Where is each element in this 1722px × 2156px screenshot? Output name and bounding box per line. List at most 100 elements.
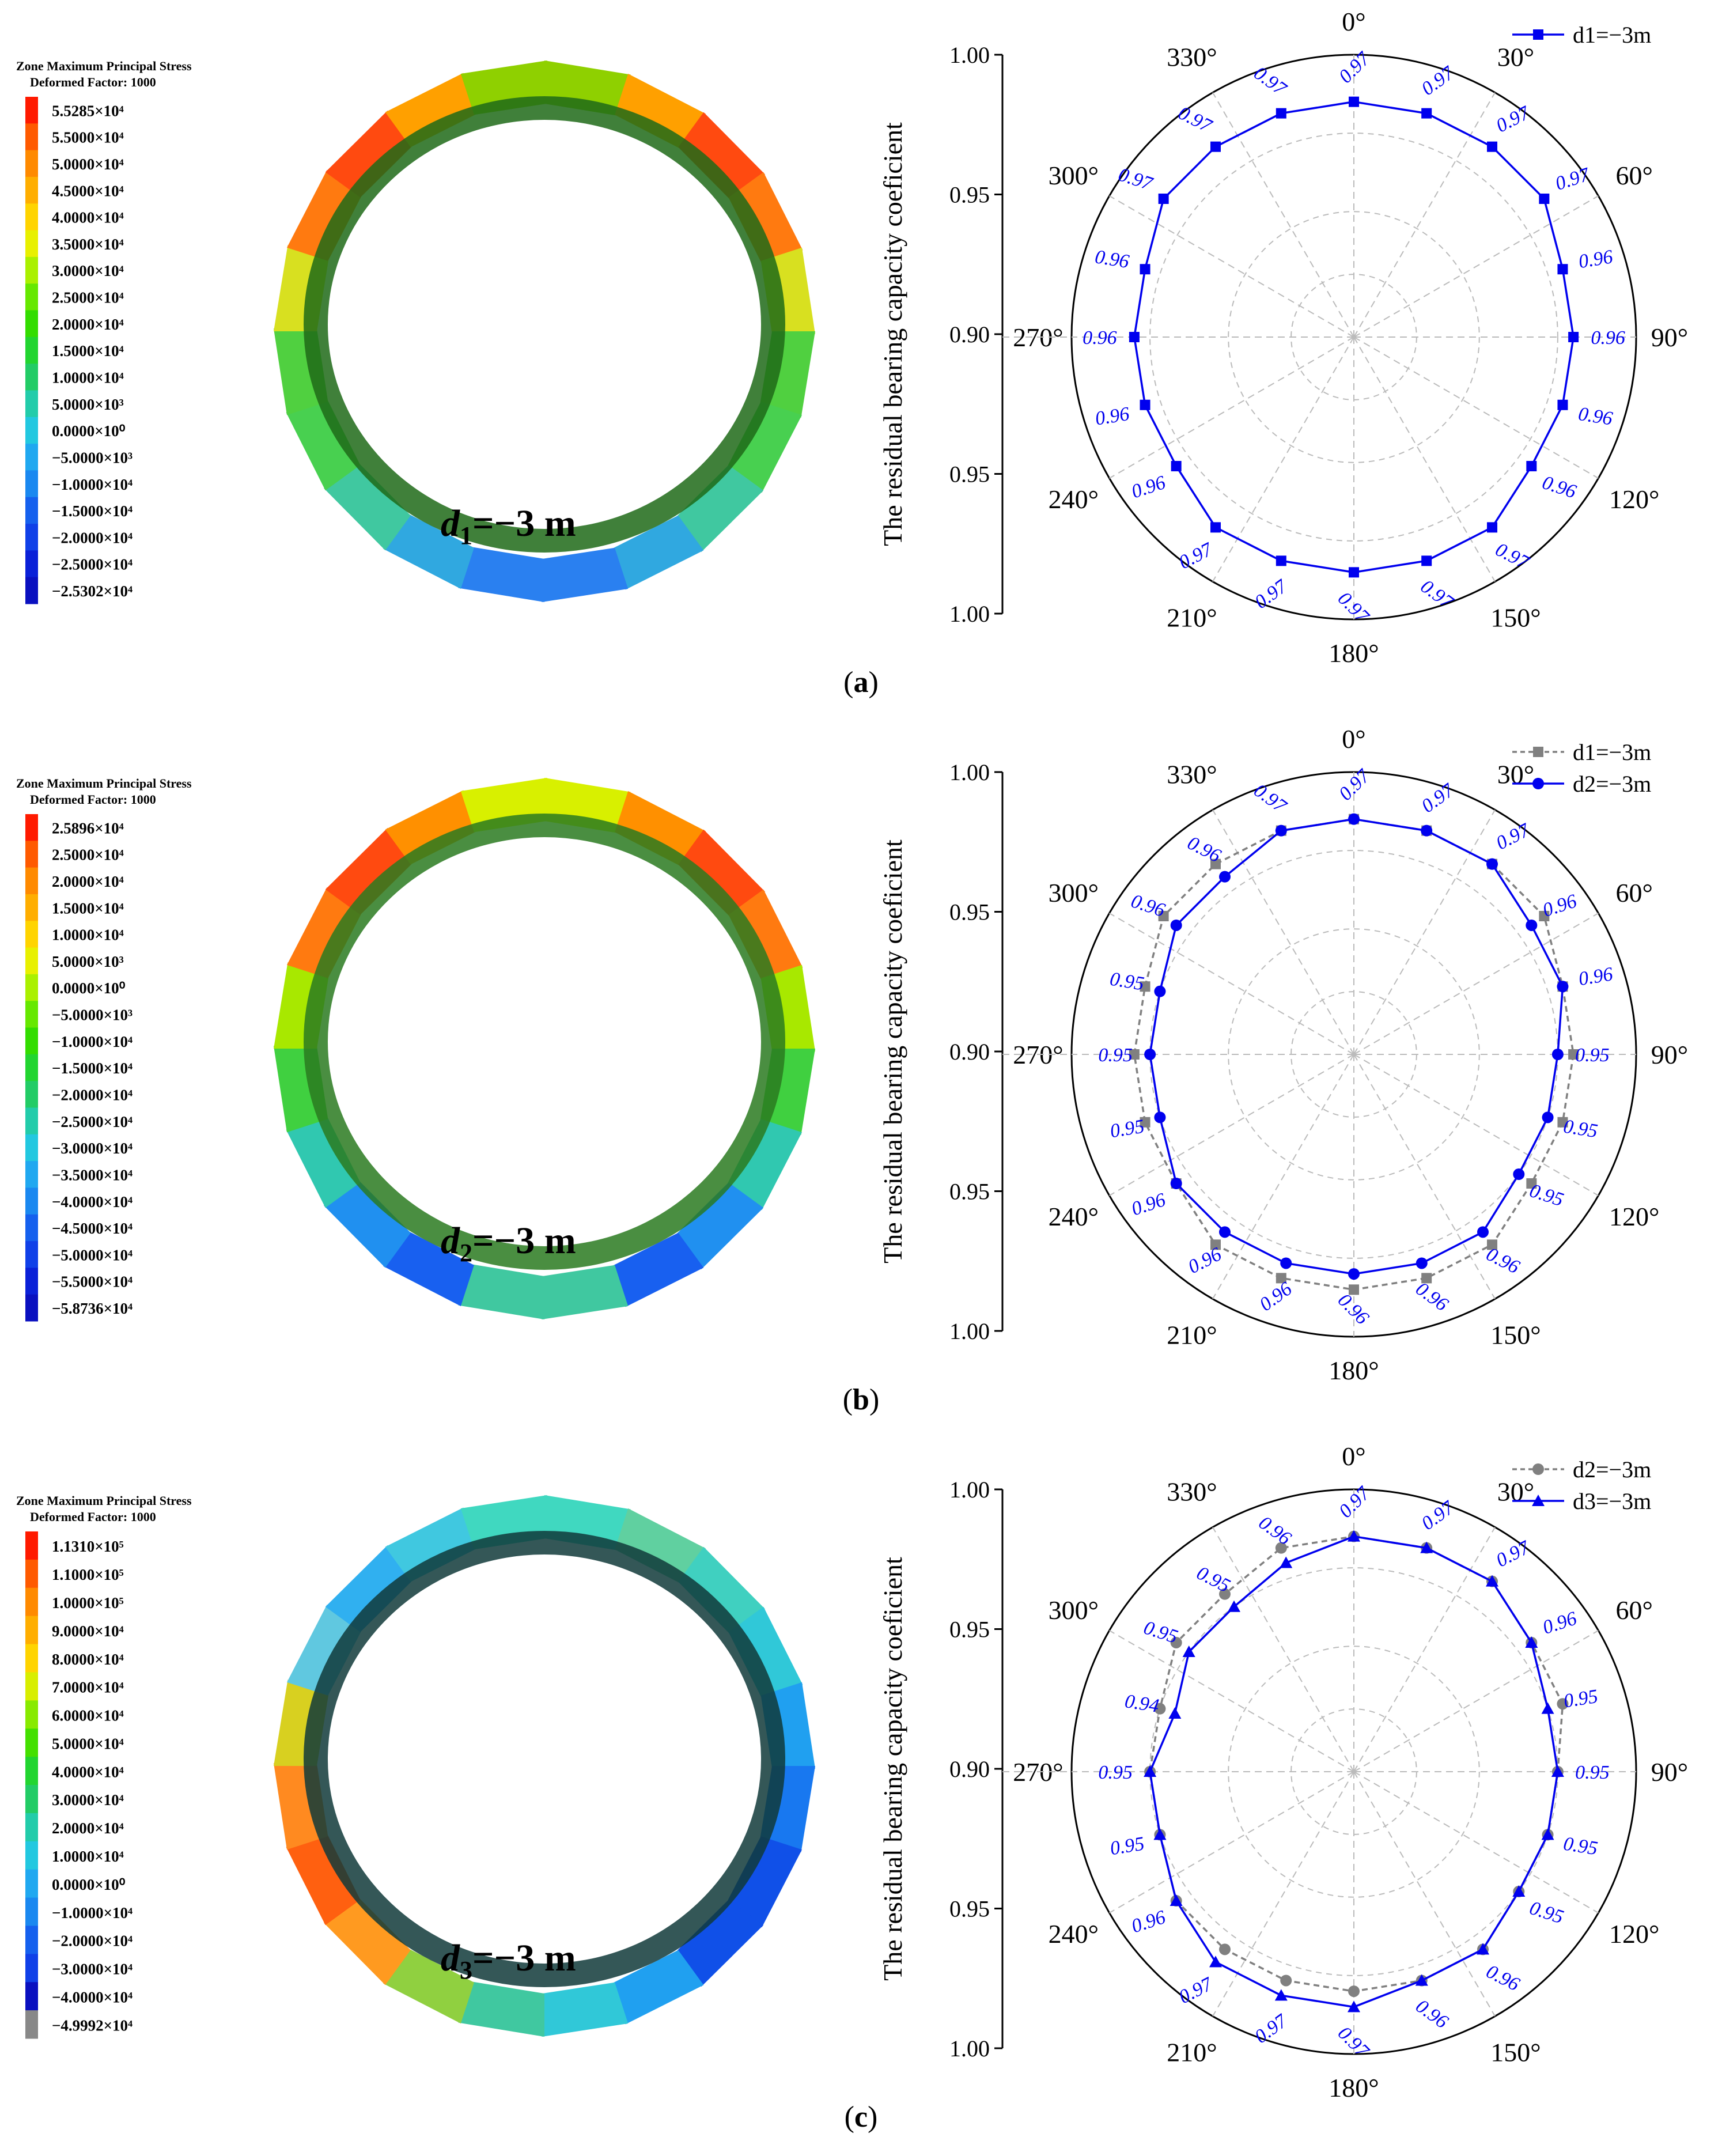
data-label: 0.95	[1562, 1686, 1600, 1712]
ring-segment	[458, 1264, 544, 1319]
legend-value: 1.0000×10⁴	[52, 926, 124, 944]
ring-segment	[728, 1606, 803, 1698]
tunnel-lining-ring	[274, 778, 815, 1319]
legend-swatch	[25, 1672, 38, 1701]
legend-marker	[1532, 1463, 1544, 1475]
data-label: 0.96	[1483, 1961, 1523, 1995]
y-tick-label: 0.90	[949, 1039, 990, 1065]
legend-value: 1.1310×10⁵	[52, 1538, 124, 1555]
ring-segment	[458, 547, 544, 602]
data-point	[1348, 813, 1360, 825]
legend-swatch	[25, 974, 38, 1001]
data-label: 0.97	[1334, 588, 1374, 628]
data-point	[1513, 1168, 1525, 1181]
legend-swatch	[25, 283, 38, 311]
legend-swatch	[25, 1728, 38, 1757]
stress-contour-plot: Zone Maximum Principal Stress Deformed Fa…	[16, 1493, 815, 2039]
legend-title: Zone Maximum Principal Stress	[16, 776, 192, 790]
y-tick-label: 1.00	[949, 42, 990, 68]
legend-value: 5.5285×10⁴	[52, 102, 124, 119]
legend-value: −3.0000×10⁴	[52, 1961, 133, 1978]
legend-swatch	[25, 390, 38, 418]
data-label: 0.97	[1250, 780, 1291, 818]
data-point	[1541, 1702, 1554, 1714]
legend-swatch	[25, 1294, 38, 1322]
data-point	[1551, 1049, 1564, 1060]
data-point	[1348, 1530, 1360, 1542]
data-label: 0.96	[1255, 1512, 1295, 1549]
data-point	[1154, 1703, 1166, 1715]
spoke	[1353, 1054, 1496, 1299]
data-point	[1557, 981, 1569, 993]
data-point	[1140, 1117, 1150, 1128]
ring-segment	[458, 1981, 544, 2037]
legend-swatch	[25, 1954, 38, 1983]
legend-value: 4.0000×10⁴	[52, 1763, 124, 1780]
spoke	[1353, 1630, 1599, 1772]
data-point	[1210, 858, 1221, 869]
ring-segment	[542, 1982, 629, 2037]
angle-label: 300°	[1049, 878, 1099, 907]
data-point	[1210, 141, 1221, 152]
ring-segment	[542, 547, 629, 602]
spoke	[1353, 1527, 1496, 1772]
legend-value: −4.0000×10⁴	[52, 1193, 133, 1211]
legend-swatch	[25, 1785, 38, 1814]
data-point	[1218, 1943, 1231, 1955]
angle-label: 300°	[1049, 161, 1099, 190]
legend-swatch	[25, 1027, 38, 1055]
data-point	[1568, 332, 1579, 342]
data-point	[1168, 1707, 1182, 1719]
legend-value: −4.5000×10⁴	[52, 1220, 133, 1237]
legend-subtitle: Deformed Factor: 1000	[30, 1510, 156, 1524]
legend-value: 2.5000×10⁴	[52, 846, 124, 864]
legend-value: −1.0000×10⁴	[52, 476, 133, 493]
ring-segment	[676, 465, 764, 552]
data-point	[1348, 2000, 1360, 2013]
legend-swatch	[25, 444, 38, 471]
polar-chart: 1.00 0.95 0.90 0.95 1.00 The residual bearing…	[878, 7, 1688, 663]
y-tick-label: 0.90	[949, 1756, 990, 1782]
data-point	[1274, 1989, 1288, 2001]
y-tick-label: 1.00	[949, 601, 990, 627]
data-label: 0.95	[1108, 1833, 1146, 1859]
data-point	[1542, 1111, 1554, 1124]
data-label: 0.96	[1093, 246, 1131, 273]
legend-value: 4.5000×10⁴	[52, 182, 124, 199]
legend-value: 6.0000×10⁴	[52, 1707, 124, 1724]
data-point	[1477, 1226, 1489, 1238]
spoke	[1212, 336, 1354, 582]
legend-value: −1.0000×10⁴	[52, 1904, 133, 1922]
data-point	[1486, 858, 1498, 870]
data-label: 0.96	[1129, 890, 1168, 921]
legend-swatch	[25, 310, 38, 338]
angle-label: 150°	[1490, 1321, 1541, 1350]
data-label: 0.95	[1108, 1115, 1146, 1142]
spoke	[1353, 336, 1496, 582]
legend-value: −1.5000×10⁴	[52, 1060, 133, 1077]
angle-label: 0°	[1342, 1442, 1365, 1471]
legend-value: −3.5000×10⁴	[52, 1166, 133, 1183]
legend-swatch	[25, 176, 38, 204]
ring-opening	[328, 1554, 760, 1964]
angle-label: 60°	[1616, 1595, 1653, 1625]
spoke	[1353, 336, 1599, 479]
data-point	[1487, 141, 1498, 152]
data-point	[1525, 1636, 1538, 1648]
legend-label: d2=−3m	[1573, 1457, 1651, 1482]
ring-inner-face	[304, 1531, 785, 1987]
grid-circle	[1149, 133, 1558, 542]
panel-a: Zone Maximum Principal Stress Deformed Fa…	[0, 0, 1722, 717]
angle-label: 240°	[1049, 485, 1099, 514]
spoke	[1109, 1054, 1354, 1196]
data-label: 0.96	[1577, 963, 1614, 990]
angle-label: 210°	[1167, 603, 1217, 633]
legend-value: 7.0000×10⁴	[52, 1679, 124, 1696]
angle-label: 240°	[1049, 1202, 1099, 1231]
data-label: 0.95	[1108, 969, 1146, 995]
data-label: 0.97	[1493, 102, 1534, 137]
spoke	[1109, 913, 1354, 1055]
legend-value: 2.0000×10⁴	[52, 316, 124, 333]
legend-value: 2.0000×10⁴	[52, 873, 124, 890]
angle-label: 210°	[1167, 1321, 1217, 1350]
